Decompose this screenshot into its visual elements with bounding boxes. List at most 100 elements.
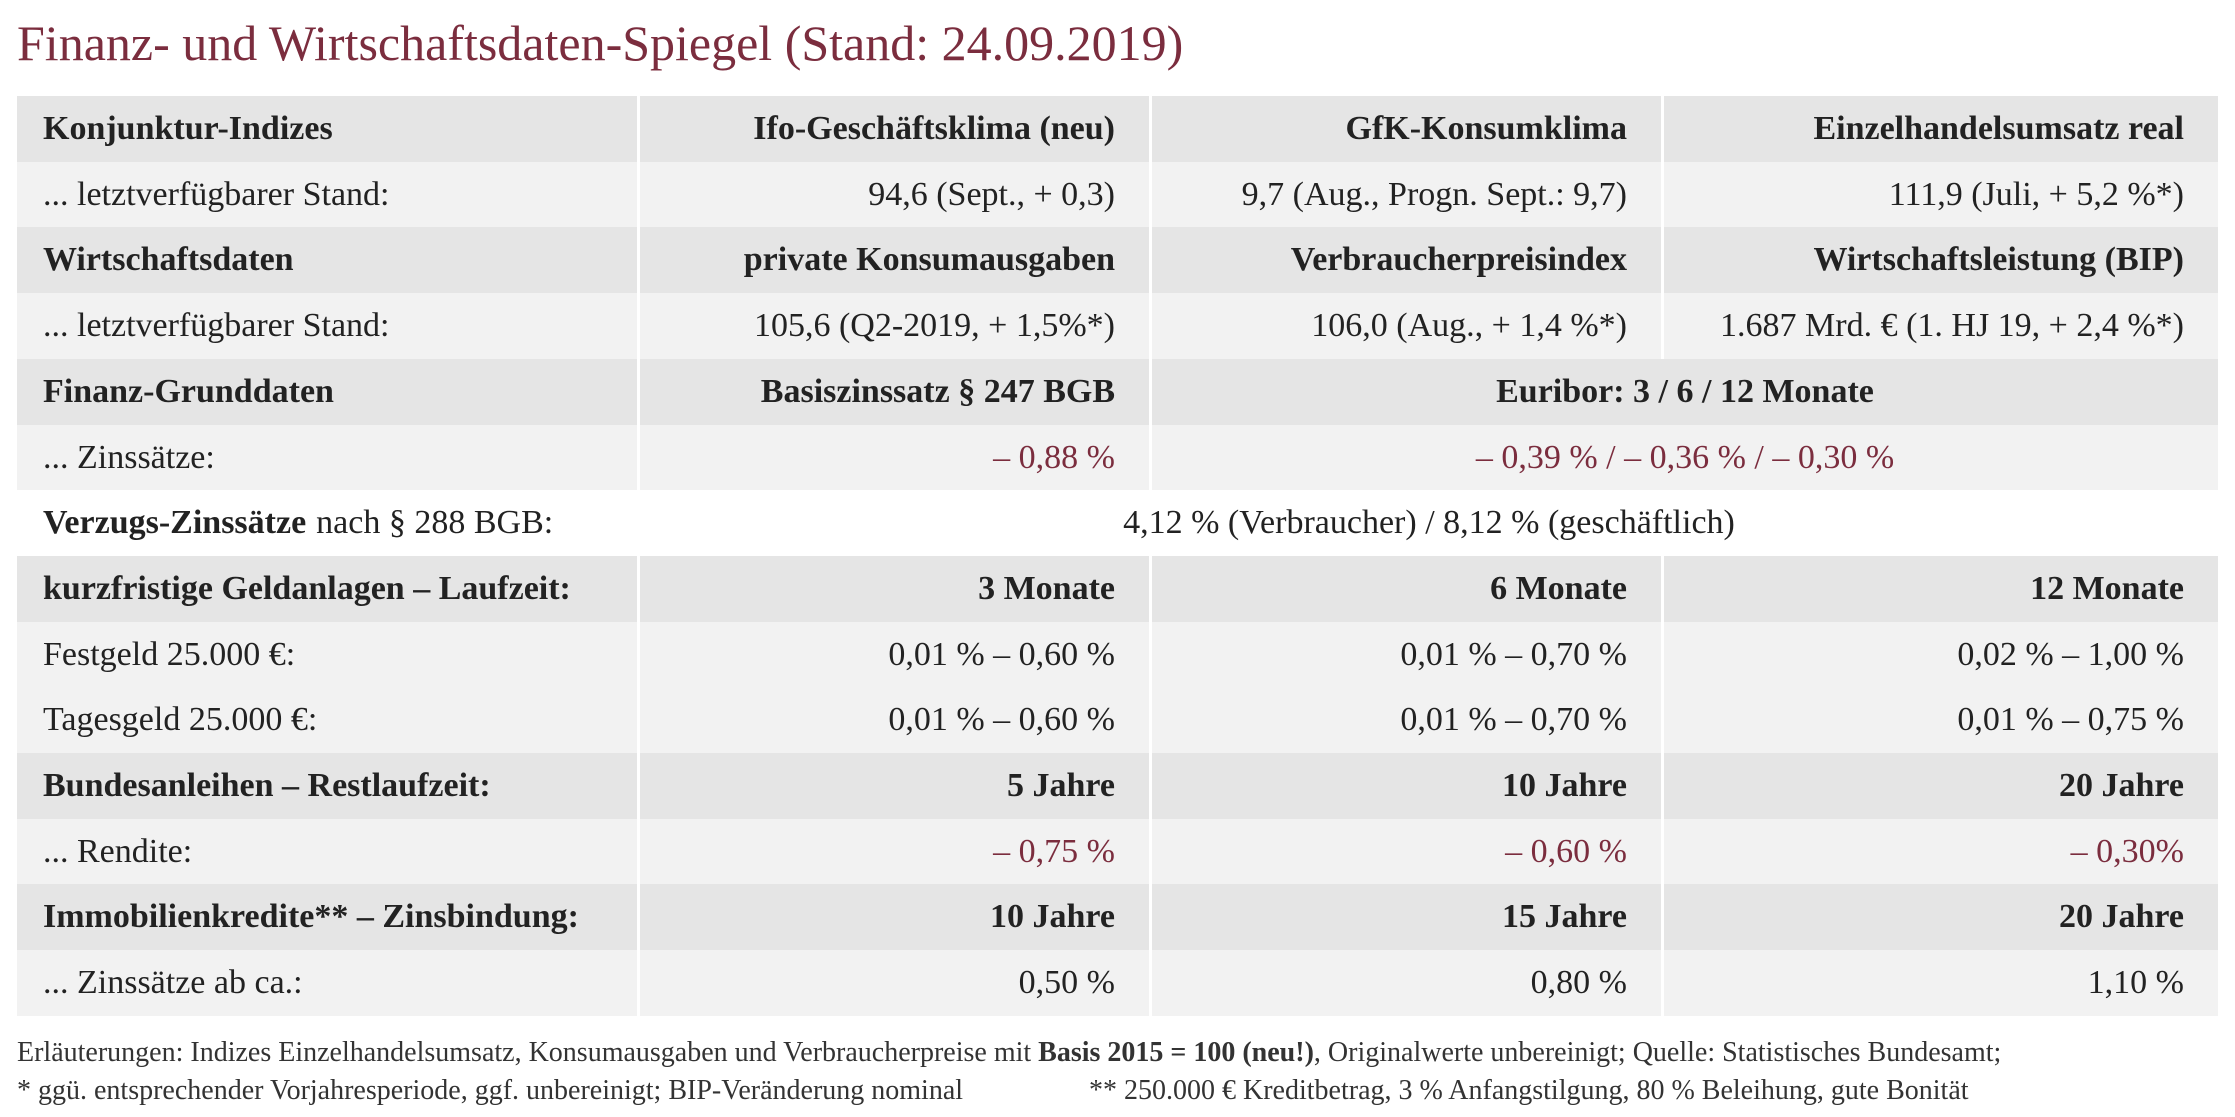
cell-text: Euribor: 3 / 6 / 12 Monate [1496, 372, 1874, 410]
cell-text: GfK-Konsumklima [1345, 110, 1627, 147]
table-cell: Konjunktur-Indizes [17, 96, 637, 162]
table-cell: Immobilienkredite** – Zinsbindung: [17, 884, 637, 951]
table-row: ... Zinssätze: – 0,88 % – 0,39 % / – 0,36 … [17, 424, 2218, 491]
cell-text: – 0,39 % / – 0,36 % / – 0,30 % [1475, 438, 1895, 476]
table-cell: 10 Jahre [640, 884, 1149, 951]
cell-text: ... Zinssätze: [43, 438, 215, 476]
cell-text: ... letztverfügbarer Stand: [43, 175, 390, 213]
table-cell: Euribor: 3 / 6 / 12 Monate [1152, 358, 2218, 425]
title: Finanz- und Wirtschaftsdaten-Spiegel (St… [17, 15, 1184, 71]
cell-text: Bundesanleihen – Restlaufzeit: [43, 767, 491, 804]
cell-text: 0,02 % – 1,00 % [1957, 635, 2184, 673]
cell-text: 4,12 % (Verbraucher) / 8,12 % (geschäftl… [1123, 504, 1735, 542]
cell-text: Verbraucherpreisindex [1290, 241, 1627, 279]
table-cell: 111,9 (Juli, + 5,2 %*) [1664, 161, 2218, 228]
cell-text: 0,80 % [1530, 964, 1627, 1002]
table-cell: 10 Jahre [1152, 753, 1661, 819]
table-cell: ... letztverfügbarer Stand: [17, 161, 637, 228]
table-cell: 106,0 (Aug., + 1,4 %*) [1152, 293, 1661, 360]
table-cell: Wirtschaftsleistung (BIP) [1664, 227, 2218, 294]
cell-text: ... Zinssätze ab ca.: [43, 964, 303, 1002]
cell-text: 6 Monate [1490, 569, 1627, 607]
cell-text: 10 Jahre [1502, 767, 1627, 804]
table-cell: 0,50 % [640, 950, 1149, 1017]
cell-text: – 0,60 % [1505, 832, 1627, 870]
cell-text: 0,01 % – 0,60 % [888, 701, 1115, 739]
cell-text: 105,6 (Q2-2019, + 1,5%*) [753, 307, 1115, 345]
table-cell: 3 Monate [640, 555, 1149, 622]
table-cell: kurzfristige Geldanlagen – Laufzeit: [17, 555, 637, 622]
note-text: ** 250.000 € Kreditbetrag, 3 % Anfangsti… [1089, 1075, 1969, 1106]
cell-text: nach § 288 BGB: [316, 504, 554, 542]
table-row: ... Rendite: – 0,75 % – 0,60 % – 0,30% [17, 818, 2218, 885]
table-cell: Festgeld 25.000 €: [17, 621, 637, 688]
table-cell: 1.687 Mrd. € (1. HJ 19, + 2,4 %*) [1664, 293, 2218, 360]
cell-text: kurzfristige Geldanlagen – Laufzeit: [43, 569, 571, 607]
cell-text: 111,9 (Juli, + 5,2 %*) [1888, 175, 2184, 213]
table-cell: – 0,60 % [1152, 818, 1661, 885]
cell-text: Wirtschaftsleistung (BIP) [1813, 241, 2184, 279]
cell-text: private Konsumausgaben [743, 241, 1115, 279]
cell-text: Wirtschaftsdaten [43, 241, 294, 279]
cell-text: 9,7 (Aug., Progn. Sept.: 9,7) [1241, 175, 1627, 213]
cell-text: Ifo-Geschäftsklima (neu) [753, 110, 1115, 147]
table-cell: ... Zinssätze ab ca.: [17, 950, 637, 1017]
cell-text: 20 Jahre [2059, 767, 2184, 804]
table-cell: Einzelhandelsumsatz real [1664, 96, 2218, 162]
cell-text: 3 Monate [978, 569, 1115, 607]
table-row: Verzugs-Zinssätze nach § 288 BGB: 4,12 % (… [17, 490, 2218, 557]
cell-text: Konjunktur-Indizes [43, 110, 333, 147]
table-row: ... letztverfügbarer Stand: 105,6 (Q2-201… [17, 293, 2218, 360]
cell-text: 12 Monate [2030, 569, 2184, 607]
cell-text: ... letztverfügbarer Stand: [43, 307, 390, 345]
table-cell: – 0,30% [1664, 818, 2218, 885]
note-text: * ggü. entsprechender Vorjahresperiode, … [17, 1075, 964, 1106]
table-cell: GfK-Konsumklima [1152, 96, 1661, 162]
table-cell: 0,02 % – 1,00 % [1664, 621, 2218, 688]
table-cell: 9,7 (Aug., Progn. Sept.: 9,7) [1152, 161, 1661, 228]
cell-text: 94,6 (Sept., + 0,3) [868, 175, 1115, 213]
cell-text: Immobilienkredite** – Zinsbindung: [43, 898, 579, 936]
table-cell: 0,01 % – 0,60 % [640, 621, 1149, 688]
table-cell: 105,6 (Q2-2019, + 1,5%*) [640, 293, 1149, 360]
note-text: , Originalwerte unbereinigt; Quelle: Sta… [1313, 1037, 2002, 1068]
cell-text: 0,50 % [1018, 964, 1115, 1002]
table-cell: 6 Monate [1152, 555, 1661, 622]
table-cell: 0,01 % – 0,60 % [640, 687, 1149, 754]
cell-text: Tagesgeld 25.000 €: [43, 701, 318, 739]
table-cell: Tagesgeld 25.000 €: [17, 687, 637, 754]
table-cell: ... Zinssätze: [17, 424, 637, 491]
table-row: Finanz-Grunddaten Basiszinssatz § 247 BGB… [17, 358, 2218, 425]
table-cell: 94,6 (Sept., + 0,3) [640, 161, 1149, 228]
table-row: Festgeld 25.000 €: 0,01 % – 0,60 % 0,01 % … [17, 621, 2218, 688]
table-cell: Bundesanleihen – Restlaufzeit: [17, 753, 637, 819]
cell-text: 1,10 % [2087, 964, 2184, 1002]
table-cell: Finanz-Grunddaten [17, 358, 637, 425]
table-cell: Basiszinssatz § 247 BGB [640, 358, 1149, 425]
table-cell: 0,01 % – 0,70 % [1152, 621, 1661, 688]
cell-text: 20 Jahre [2059, 898, 2184, 936]
table-cell: – 0,75 % [640, 818, 1149, 885]
cell-text: Einzelhandelsumsatz real [1813, 110, 2184, 147]
note: Erläuterungen: Indizes Einzelhandelsumsa… [17, 1037, 2001, 1069]
table-row: Tagesgeld 25.000 €: 0,01 % – 0,60 % 0,01 %… [17, 687, 2218, 754]
cell-text: Festgeld 25.000 €: [43, 635, 296, 673]
cell-text: ... Rendite: [43, 832, 193, 870]
table-cell: 5 Jahre [640, 753, 1149, 819]
table-cell: 0,01 % – 0,75 % [1664, 687, 2218, 754]
cell-text: 10 Jahre [990, 898, 1115, 936]
cell-text: – 0,75 % [993, 832, 1115, 870]
table-cell: – 0,88 % [640, 424, 1149, 491]
note-text: Basis 2015 = 100 (neu!) [1038, 1037, 1314, 1068]
table-row: kurzfristige Geldanlagen – Laufzeit: 3 Mo… [17, 555, 2218, 622]
cell-text: – 0,88 % [993, 438, 1115, 476]
cell-text: 1.687 Mrd. € (1. HJ 19, + 2,4 %*) [1720, 307, 2184, 345]
table-row: Konjunktur-Indizes Ifo-Geschäftsklima (ne… [17, 96, 2218, 162]
table-row: ... Zinssätze ab ca.: 0,50 % 0,80 % 1,10 % [17, 950, 2218, 1017]
table-cell: 1,10 % [1664, 950, 2218, 1017]
table-cell: ... letztverfügbarer Stand: [17, 293, 637, 360]
table-cell: Verbraucherpreisindex [1152, 227, 1661, 294]
cell-text: Verzugs-Zinssätze [43, 504, 307, 542]
table-cell: 12 Monate [1664, 555, 2218, 622]
